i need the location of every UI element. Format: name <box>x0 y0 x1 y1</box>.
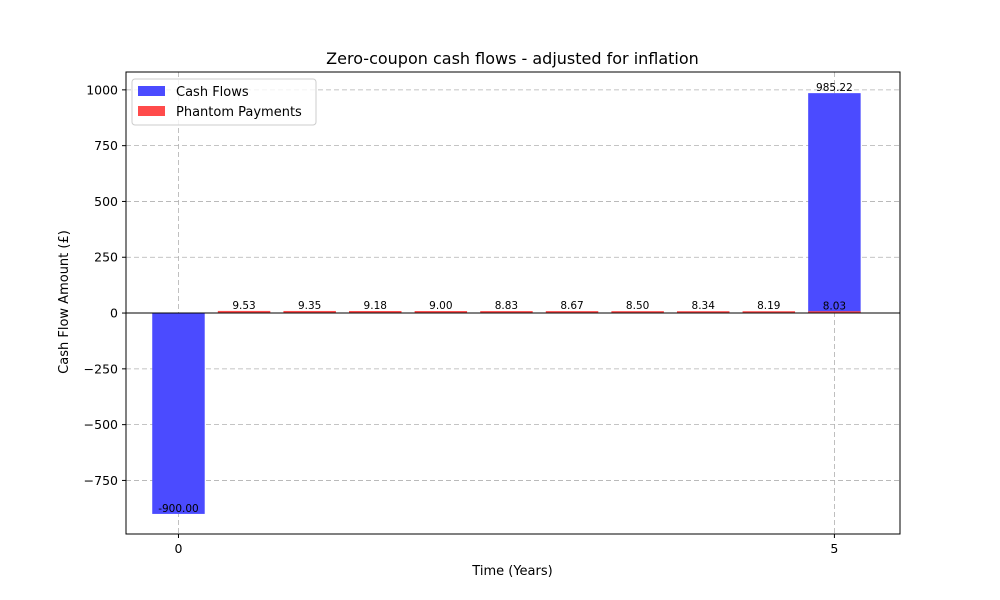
data-label: 8.03 <box>823 300 846 312</box>
phantom-payment-bar <box>545 311 599 314</box>
y-axis-label: Cash Flow Amount (£) <box>57 230 72 374</box>
phantom-payment-bar <box>349 310 402 314</box>
x-axis-label: Time (Years) <box>471 564 552 579</box>
phantom-payment-bar <box>611 311 664 314</box>
data-label: 9.35 <box>298 300 321 312</box>
phantom-payment-bar <box>414 311 468 314</box>
y-tick-label: −500 <box>84 417 118 432</box>
y-tick-label: 500 <box>94 194 118 209</box>
y-tick-label: 250 <box>94 250 118 265</box>
data-label: 8.50 <box>626 300 649 312</box>
data-label: 985.22 <box>816 82 853 94</box>
data-label: 9.00 <box>429 300 452 312</box>
chart-title: Zero-coupon cash flows - adjusted for in… <box>326 49 699 68</box>
data-label: 8.67 <box>560 300 583 312</box>
phantom-payment-bar <box>808 311 861 314</box>
data-label: 8.19 <box>757 300 780 312</box>
phantom-payment-bar <box>217 310 271 314</box>
phantom-payment-bar <box>283 310 336 314</box>
y-tick-label: 1000 <box>86 82 118 97</box>
phantom-payment-bar <box>742 311 796 314</box>
phantom-payment-bar <box>480 311 533 314</box>
ticks-layer: −750 −500 −250 0 250 500 750 1000 0 5 <box>84 82 839 556</box>
data-label: -900.00 <box>158 503 199 515</box>
y-tick-label: −750 <box>84 473 118 488</box>
cash-flow-bar <box>808 93 861 314</box>
data-label: 9.18 <box>364 300 387 312</box>
y-tick-label: 0 <box>110 306 118 321</box>
legend-label-phantom-payments: Phantom Payments <box>176 105 302 120</box>
axes-frame <box>125 71 901 535</box>
data-label: 9.53 <box>232 300 255 312</box>
legend-box <box>131 78 317 126</box>
x-tick-label: 5 <box>830 541 838 556</box>
legend: Cash Flows Phantom Payments <box>131 78 317 126</box>
data-labels-layer: -900.00 985.22 9.53 9.35 9.18 9.00 8.83 8.67 8.5… <box>158 82 853 515</box>
bars-layer <box>152 93 861 514</box>
legend-label-cash-flows: Cash Flows <box>176 85 249 100</box>
y-tick-label: −250 <box>84 361 118 376</box>
legend-swatch-phantom-payments <box>138 106 165 116</box>
data-label: 8.83 <box>495 300 518 312</box>
x-tick-label: 0 <box>174 541 182 556</box>
cash-flow-bar <box>152 313 205 514</box>
y-tick-label: 750 <box>94 138 118 153</box>
phantom-payment-bar <box>676 311 730 314</box>
legend-swatch-cash-flows <box>138 86 165 96</box>
data-label: 8.34 <box>692 300 716 312</box>
